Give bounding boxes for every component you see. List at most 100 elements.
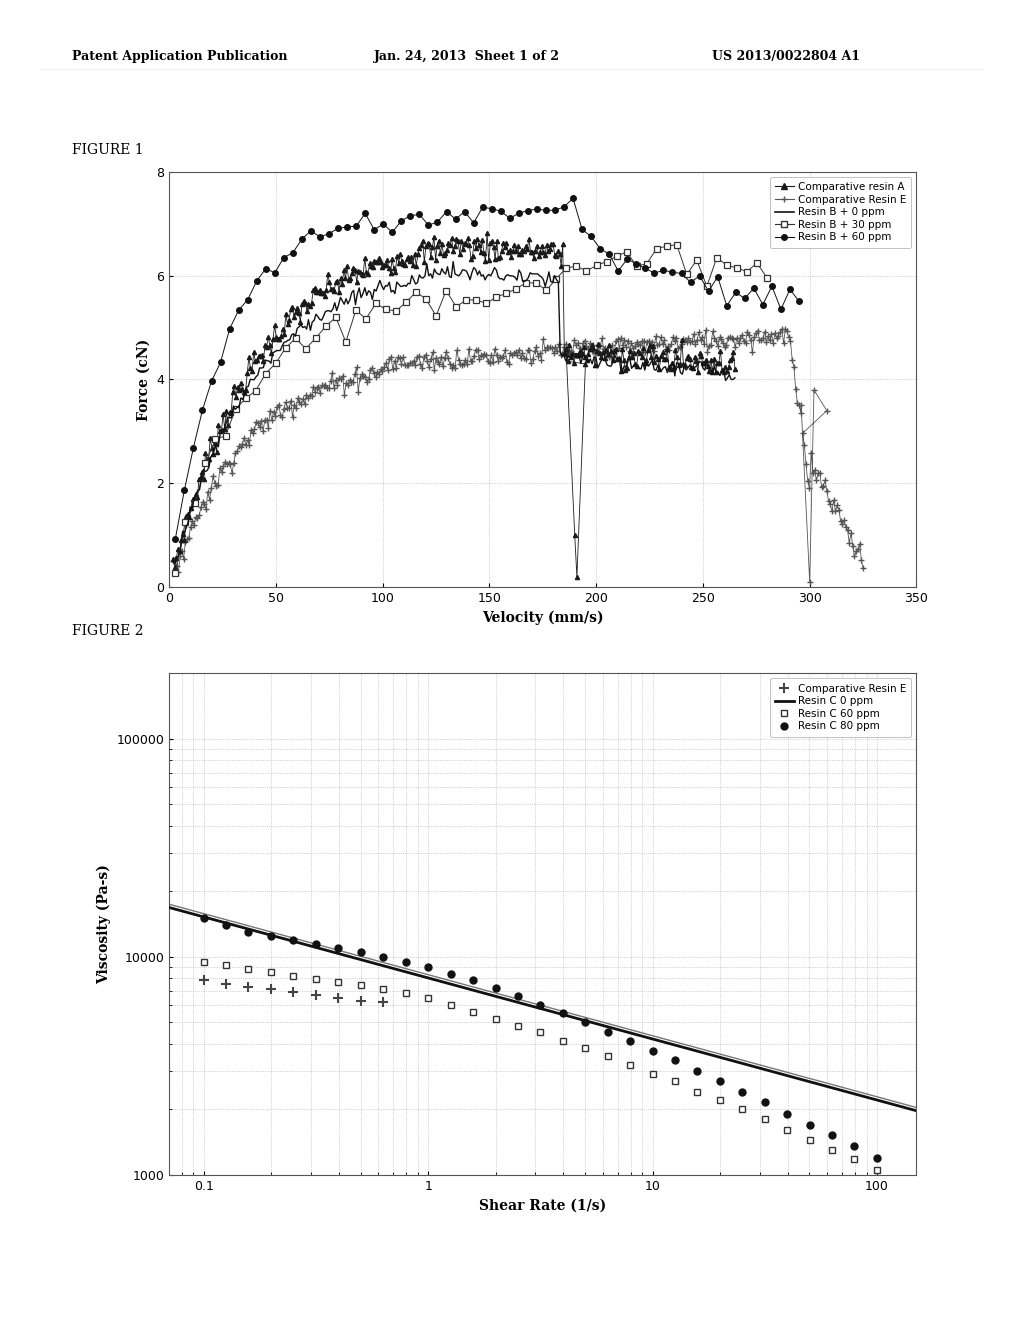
Resin C 60 ppm [601, 1048, 613, 1064]
Resin C 0 ppm [910, 1102, 923, 1118]
Comparative Resin E [772, 329, 784, 345]
Comparative Resin E [167, 553, 179, 569]
Resin B + 60 ppm [513, 206, 525, 222]
Resin B + 60 ppm [712, 269, 724, 285]
Text: Patent Application Publication: Patent Application Publication [72, 50, 287, 63]
Resin C 60 ppm [489, 1011, 502, 1027]
Resin B + 0 ppm [729, 370, 741, 385]
Resin C 60 ppm [422, 990, 434, 1006]
Resin C 80 ppm [512, 989, 524, 1005]
Resin B + 60 ppm [313, 230, 326, 246]
Resin C 80 ppm [444, 966, 457, 982]
Resin C 0 ppm [193, 908, 205, 924]
Resin C 0 ppm [361, 953, 374, 969]
Resin C 0 ppm [302, 937, 314, 953]
Resin B + 30 ppm [761, 269, 773, 285]
Resin C 60 ppm [759, 1111, 771, 1127]
Comparative Resin E [377, 994, 389, 1010]
Resin C 80 ppm [826, 1127, 839, 1143]
Line: Resin C 60 ppm: Resin C 60 ppm [201, 958, 881, 1173]
Resin C 80 ppm [220, 917, 232, 933]
Comparative Resin E [250, 414, 262, 430]
Resin C 60 ppm [242, 961, 254, 977]
Resin B + 30 ppm [169, 565, 181, 581]
X-axis label: Shear Rate (1/s): Shear Rate (1/s) [479, 1199, 606, 1212]
Resin C 80 ppm [535, 997, 547, 1012]
Resin C 60 ppm [265, 965, 278, 981]
Resin C 60 ppm [579, 1040, 591, 1056]
Resin C 60 ppm [804, 1131, 816, 1147]
Line: Resin B + 0 ppm: Resin B + 0 ppm [173, 261, 735, 564]
Comparative Resin E [265, 981, 278, 997]
Resin B + 0 ppm [504, 268, 516, 284]
Resin B + 0 ppm [447, 253, 460, 269]
Resin C 80 ppm [489, 979, 502, 995]
Resin C 60 ppm [467, 1003, 479, 1019]
Legend: Comparative Resin E, Resin C 0 ppm, Resin C 60 ppm, Resin C 80 ppm: Comparative Resin E, Resin C 0 ppm, Resi… [770, 678, 911, 737]
Comparative Resin E [332, 990, 344, 1006]
Comparative Resin E [354, 993, 367, 1008]
Resin C 60 ppm [870, 1163, 883, 1179]
Comparative resin A [344, 271, 356, 286]
Resin B + 60 ppm [251, 273, 263, 289]
Resin C 60 ppm [826, 1142, 839, 1158]
Resin C 80 ppm [579, 1015, 591, 1031]
Resin C 60 ppm [624, 1057, 636, 1073]
Resin C 60 ppm [848, 1151, 860, 1167]
Resin C 80 ppm [691, 1063, 703, 1078]
Legend: Comparative resin A, Comparative Resin E, Resin B + 0 ppm, Resin B + 30 ppm, Res: Comparative resin A, Comparative Resin E… [770, 177, 911, 248]
Comparative Resin E [776, 321, 788, 337]
Resin C 60 ppm [332, 974, 344, 990]
Resin C 60 ppm [444, 997, 457, 1012]
Resin C 0 ppm [847, 1085, 859, 1101]
Resin C 80 ppm [198, 911, 210, 927]
Resin C 80 ppm [288, 932, 300, 948]
Resin B + 0 ppm [169, 556, 181, 572]
Resin C 80 ppm [467, 973, 479, 989]
Resin B + 30 ppm [319, 318, 332, 334]
Resin B + 60 ppm [793, 293, 805, 309]
Resin C 0 ppm [163, 899, 175, 915]
Resin B + 60 ppm [169, 531, 181, 546]
Comparative resin A [481, 226, 494, 242]
Resin C 80 ppm [377, 949, 389, 965]
X-axis label: Velocity (mm/s): Velocity (mm/s) [482, 611, 603, 626]
Resin C 60 ppm [220, 957, 232, 973]
Resin C 80 ppm [422, 958, 434, 974]
Comparative Resin E [245, 422, 257, 438]
Comparative Resin E [171, 558, 183, 574]
Line: Comparative resin A: Comparative resin A [171, 231, 737, 579]
Resin C 80 ppm [624, 1034, 636, 1049]
Comparative resin A [729, 360, 741, 376]
Comparative resin A [570, 569, 583, 585]
Resin B + 60 ppm [359, 206, 372, 222]
Resin B + 0 ppm [515, 265, 527, 281]
Resin C 80 ppm [714, 1073, 726, 1089]
Line: Comparative Resin E: Comparative Resin E [170, 326, 866, 585]
Resin C 60 ppm [309, 972, 322, 987]
Resin C 80 ppm [804, 1117, 816, 1133]
Resin C 60 ppm [669, 1073, 681, 1089]
Resin C 80 ppm [601, 1024, 613, 1040]
Resin C 60 ppm [781, 1122, 794, 1138]
Line: Resin B + 60 ppm: Resin B + 60 ppm [173, 195, 802, 541]
Text: Jan. 24, 2013  Sheet 1 of 2: Jan. 24, 2013 Sheet 1 of 2 [374, 50, 560, 63]
Resin C 80 ppm [736, 1084, 749, 1100]
Resin B + 60 ppm [567, 190, 580, 206]
Resin C 60 ppm [691, 1084, 703, 1100]
Resin B + 30 ppm [671, 236, 683, 252]
Text: US 2013/0022804 A1: US 2013/0022804 A1 [712, 50, 860, 63]
Line: Resin C 0 ppm: Resin C 0 ppm [169, 907, 916, 1110]
Resin B + 30 ppm [269, 355, 282, 371]
Resin C 80 ppm [646, 1043, 658, 1059]
Resin B + 30 ppm [340, 334, 352, 350]
Resin C 80 ppm [669, 1052, 681, 1068]
Resin C 60 ppm [198, 954, 210, 970]
Resin C 60 ppm [736, 1101, 749, 1117]
Resin C 60 ppm [557, 1034, 569, 1049]
Resin C 60 ppm [288, 968, 300, 983]
Resin C 60 ppm [399, 986, 412, 1002]
Comparative Resin E [288, 983, 300, 999]
Resin C 60 ppm [714, 1092, 726, 1107]
Line: Comparative Resin E: Comparative Resin E [199, 975, 388, 1007]
